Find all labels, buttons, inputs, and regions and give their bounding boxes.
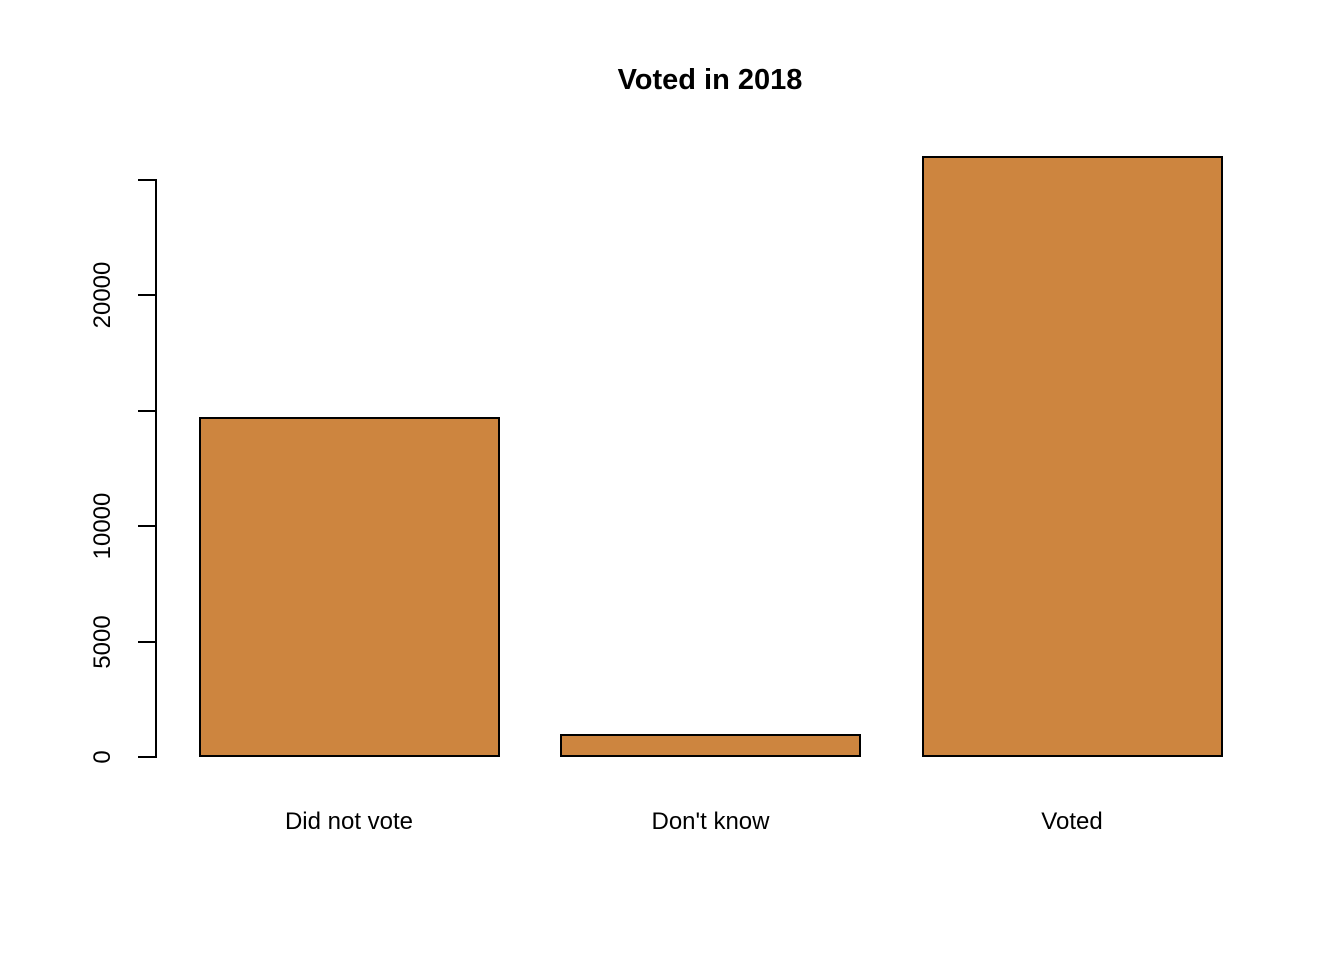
bar	[921, 156, 1223, 757]
y-tick-label: 0	[89, 750, 116, 764]
y-tick	[138, 178, 157, 181]
chart-title: Voted in 2018	[617, 64, 803, 96]
y-tick-label: 10000	[89, 492, 116, 560]
y-tick-label: 5000	[89, 614, 116, 669]
x-category-label: Don't know	[651, 808, 770, 835]
y-axis-line	[155, 178, 157, 758]
y-tick	[138, 756, 157, 758]
y-tick	[138, 640, 157, 643]
y-tick	[138, 525, 157, 527]
y-tick	[138, 294, 157, 296]
y-tick-label: 20000	[89, 261, 116, 329]
x-category-label: Did not vote	[284, 808, 414, 835]
x-category-label: Voted	[1041, 808, 1103, 835]
y-tick	[138, 409, 157, 412]
bar	[560, 733, 861, 757]
bar	[198, 417, 500, 757]
